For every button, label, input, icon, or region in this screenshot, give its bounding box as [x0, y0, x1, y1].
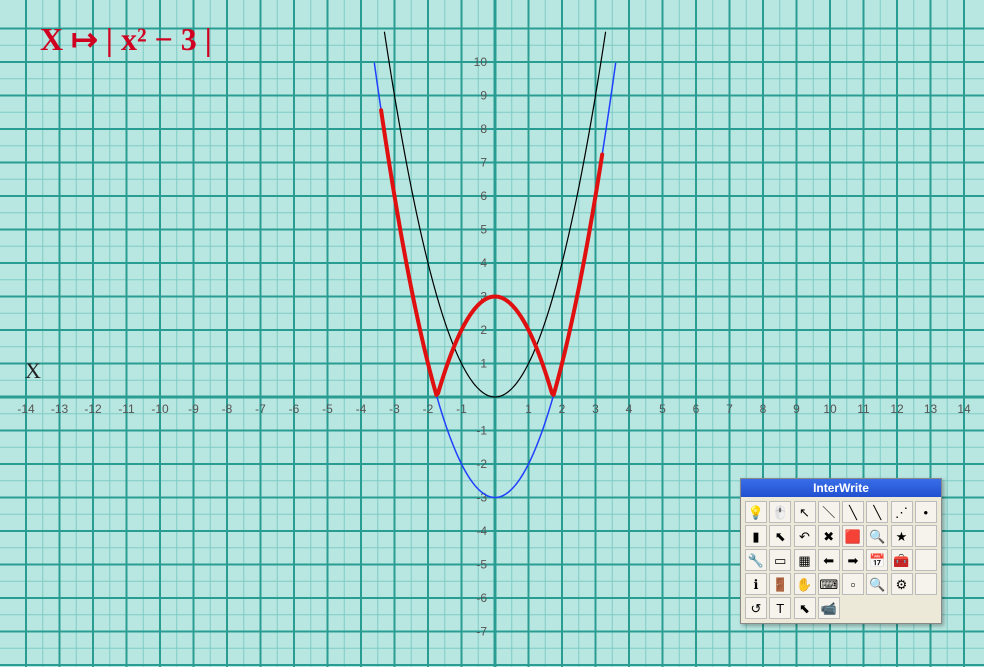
- svg-text:7: 7: [480, 156, 487, 170]
- tool-btn-1-5[interactable]: 🔍: [866, 525, 888, 547]
- tool-btn-2-3[interactable]: ⬅: [818, 549, 840, 571]
- svg-text:4: 4: [480, 256, 487, 270]
- svg-text:-11: -11: [118, 402, 135, 416]
- svg-text:14: 14: [957, 402, 971, 416]
- svg-text:13: 13: [924, 402, 938, 416]
- svg-text:1: 1: [480, 357, 487, 371]
- tool-btn-3-3[interactable]: ⌨: [818, 573, 840, 595]
- svg-text:9: 9: [480, 89, 487, 103]
- tool-btn-1-1[interactable]: ⬉: [769, 525, 791, 547]
- svg-text:-7: -7: [476, 625, 487, 639]
- tool-btn-0-2[interactable]: ↖: [794, 501, 816, 523]
- svg-text:10: 10: [474, 55, 488, 69]
- svg-text:5: 5: [659, 402, 666, 416]
- svg-text:-6: -6: [289, 402, 300, 416]
- tool-btn-2-1[interactable]: ▭: [769, 549, 791, 571]
- tool-btn-4-0[interactable]: ↺: [745, 597, 767, 619]
- toolbar-title: InterWrite: [741, 479, 941, 497]
- tool-btn-2-4[interactable]: ➡: [842, 549, 864, 571]
- svg-text:-10: -10: [151, 402, 169, 416]
- tool-btn-1-3[interactable]: ✖: [818, 525, 840, 547]
- tool-btn-0-1[interactable]: 🖱️: [769, 501, 791, 523]
- svg-text:6: 6: [480, 189, 487, 203]
- svg-text:2: 2: [559, 402, 566, 416]
- formula-annotation: X ↦ | x² − 3 |: [40, 20, 212, 58]
- tool-btn-0-3[interactable]: ＼: [818, 501, 840, 523]
- tool-btn-3-6[interactable]: ⚙: [891, 573, 913, 595]
- svg-text:8: 8: [760, 402, 767, 416]
- tool-btn-1-7[interactable]: [915, 525, 937, 547]
- svg-text:-13: -13: [51, 402, 69, 416]
- svg-text:-1: -1: [456, 402, 467, 416]
- tool-btn-2-0[interactable]: 🔧: [745, 549, 767, 571]
- svg-text:-4: -4: [476, 524, 487, 538]
- interwrite-toolbar[interactable]: InterWrite 💡🖱️↖＼╲╲⋰•▮⬉↶✖🟥🔍★ 🔧▭▦⬅➡📅🧰 ℹ🚪✋⌨…: [740, 478, 942, 624]
- tool-btn-1-2[interactable]: ↶: [794, 525, 816, 547]
- tool-btn-3-1[interactable]: 🚪: [769, 573, 791, 595]
- tool-btn-2-7[interactable]: [915, 549, 937, 571]
- tool-btn-0-5[interactable]: ╲: [866, 501, 888, 523]
- tool-btn-4-3[interactable]: 📹: [818, 597, 840, 619]
- toolbar-grid: 💡🖱️↖＼╲╲⋰•▮⬉↶✖🟥🔍★ 🔧▭▦⬅➡📅🧰 ℹ🚪✋⌨▫🔍⚙ ↺T⬉📹: [741, 497, 941, 623]
- svg-text:-1: -1: [476, 424, 487, 438]
- svg-text:-6: -6: [476, 591, 487, 605]
- svg-text:7: 7: [726, 402, 733, 416]
- tool-btn-3-7[interactable]: [915, 573, 937, 595]
- svg-text:-5: -5: [476, 558, 487, 572]
- tool-btn-2-5[interactable]: 📅: [866, 549, 888, 571]
- svg-text:10: 10: [823, 402, 837, 416]
- svg-text:8: 8: [480, 122, 487, 136]
- tool-btn-4-2[interactable]: ⬉: [794, 597, 816, 619]
- svg-text:4: 4: [626, 402, 633, 416]
- tool-btn-1-6[interactable]: ★: [891, 525, 913, 547]
- svg-text:11: 11: [857, 402, 870, 416]
- tool-btn-4-1[interactable]: T: [769, 597, 791, 619]
- svg-text:-4: -4: [356, 402, 367, 416]
- svg-text:-2: -2: [423, 402, 434, 416]
- tool-btn-0-0[interactable]: 💡: [745, 501, 767, 523]
- tool-btn-0-4[interactable]: ╲: [842, 501, 864, 523]
- svg-text:2: 2: [480, 323, 487, 337]
- svg-text:-3: -3: [389, 402, 400, 416]
- tool-btn-3-4[interactable]: ▫: [842, 573, 864, 595]
- tool-btn-0-7[interactable]: •: [915, 501, 937, 523]
- svg-text:X: X: [25, 358, 41, 383]
- svg-text:3: 3: [592, 402, 599, 416]
- tool-btn-1-0[interactable]: ▮: [745, 525, 767, 547]
- tool-btn-2-6[interactable]: 🧰: [891, 549, 913, 571]
- svg-text:-7: -7: [255, 402, 266, 416]
- svg-text:-14: -14: [17, 402, 35, 416]
- tool-btn-3-2[interactable]: ✋: [794, 573, 816, 595]
- tool-btn-3-0[interactable]: ℹ: [745, 573, 767, 595]
- tool-btn-2-2[interactable]: ▦: [794, 549, 816, 571]
- tool-btn-0-6[interactable]: ⋰: [891, 501, 913, 523]
- svg-text:9: 9: [793, 402, 800, 416]
- svg-text:-9: -9: [188, 402, 199, 416]
- svg-text:-12: -12: [84, 402, 102, 416]
- tool-btn-3-5[interactable]: 🔍: [866, 573, 888, 595]
- svg-text:1: 1: [525, 402, 532, 416]
- svg-text:12: 12: [890, 402, 904, 416]
- svg-text:-2: -2: [476, 457, 487, 471]
- svg-text:5: 5: [480, 223, 487, 237]
- svg-text:-8: -8: [222, 402, 233, 416]
- tool-btn-1-4[interactable]: 🟥: [842, 525, 864, 547]
- svg-text:6: 6: [693, 402, 700, 416]
- svg-text:-5: -5: [322, 402, 333, 416]
